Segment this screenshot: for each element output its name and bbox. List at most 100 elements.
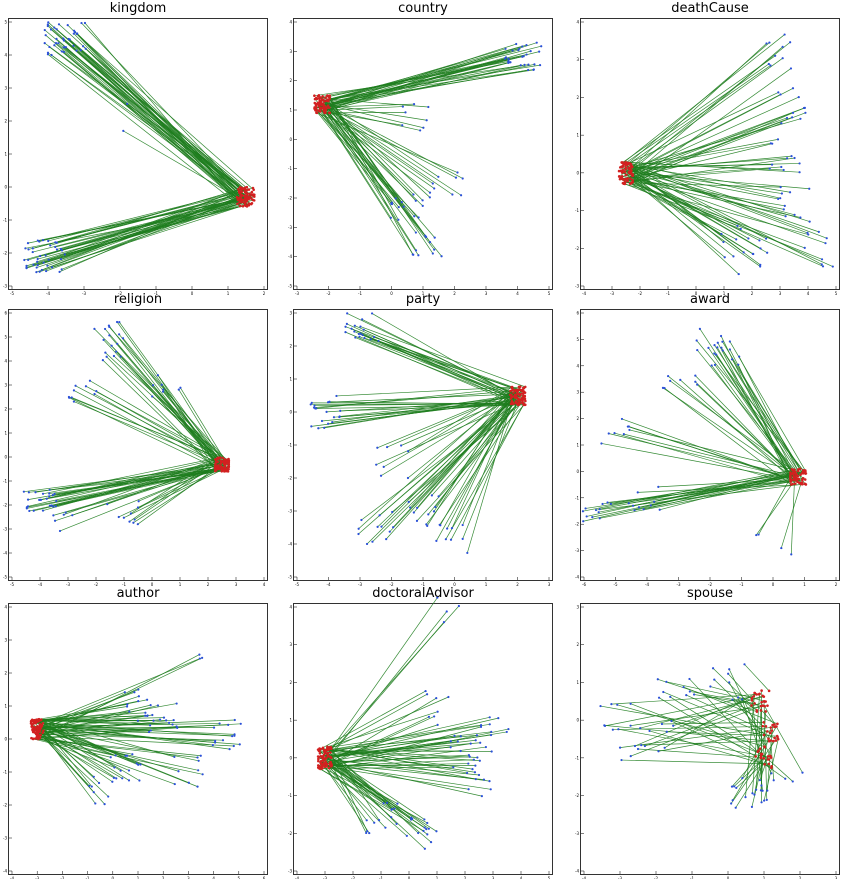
head-point	[225, 458, 229, 462]
head-point	[791, 468, 794, 472]
tail-point	[457, 604, 461, 608]
tail-point	[507, 57, 510, 60]
tail-point	[760, 784, 763, 787]
head-point	[322, 749, 326, 753]
tail-point	[137, 695, 140, 698]
tail-point	[233, 734, 236, 737]
tail-point	[713, 344, 716, 347]
x-tick-label: 3	[485, 291, 488, 296]
link-line	[321, 104, 419, 256]
tail-point	[211, 743, 214, 747]
y-tick-label: -2	[575, 246, 579, 251]
tail-point	[793, 213, 796, 216]
tail-point	[54, 245, 57, 249]
tail-point	[92, 775, 95, 778]
tail-point	[71, 514, 74, 517]
link-line	[120, 356, 229, 470]
tail-point	[388, 530, 391, 533]
tail-point	[50, 266, 54, 269]
y-tick-label: 0	[289, 755, 292, 760]
link-line	[56, 467, 225, 502]
head-point	[238, 191, 241, 194]
x-tick-label: -1	[421, 582, 425, 587]
tail-point	[442, 621, 446, 624]
tail-point	[197, 759, 200, 762]
head-point	[246, 192, 249, 196]
link-line	[39, 725, 100, 784]
tail-point	[34, 491, 37, 494]
tail-point	[379, 474, 383, 477]
tail-point	[199, 754, 202, 757]
tail-point	[798, 162, 801, 165]
tail-point	[606, 501, 609, 504]
tail-point	[331, 421, 334, 424]
tail-point	[475, 734, 479, 737]
y-tick-label: 5	[576, 337, 579, 342]
x-tick-label: -1	[690, 876, 694, 879]
head-point	[802, 470, 806, 474]
link-line	[76, 33, 254, 191]
tail-point	[119, 769, 122, 772]
link-line	[329, 95, 399, 220]
link-line	[600, 705, 765, 736]
tail-point	[52, 505, 55, 508]
tail-point	[737, 696, 740, 699]
head-point	[769, 731, 772, 735]
tail-point	[737, 272, 740, 276]
tail-point	[413, 215, 416, 218]
tail-point	[396, 802, 399, 805]
link-line	[630, 107, 805, 174]
tail-point	[339, 409, 342, 412]
head-point	[755, 708, 759, 712]
head-point	[329, 755, 332, 759]
tail-point	[127, 769, 131, 772]
link-line	[319, 58, 509, 103]
tail-point	[201, 656, 204, 659]
x-tick-label: -2	[327, 291, 331, 296]
tail-point	[198, 657, 201, 660]
tail-point	[171, 723, 174, 726]
tail-point	[474, 739, 477, 742]
head-point	[319, 747, 322, 751]
x-tick-label: -4	[582, 876, 586, 879]
head-point	[762, 721, 765, 724]
tail-point	[730, 358, 734, 361]
head-point	[320, 765, 324, 768]
tail-point	[435, 539, 438, 543]
tail-point	[509, 61, 512, 64]
plot-area: -4 -3 -2 -1 0 1 2 3 4 5 6 -4 -3 -2 -1 0 1 2 3 4	[3, 603, 268, 879]
link-line	[54, 466, 222, 522]
x-tick-label: 1	[803, 582, 806, 587]
tail-point	[66, 23, 69, 27]
tail-point	[406, 476, 410, 480]
tail-point	[165, 719, 168, 722]
link-line	[752, 693, 760, 794]
tail-point	[515, 42, 518, 46]
tail-point	[90, 785, 93, 788]
link-line	[462, 387, 524, 539]
tail-point	[627, 502, 630, 505]
tail-point	[721, 349, 724, 352]
tail-point	[456, 740, 459, 743]
head-point	[218, 467, 221, 470]
tail-point	[110, 344, 113, 347]
link-line	[34, 695, 139, 731]
tail-point	[679, 378, 682, 381]
tail-point	[484, 745, 487, 749]
tail-point	[390, 201, 394, 204]
x-tick-label: 5	[548, 876, 551, 879]
tail-point	[780, 122, 783, 125]
tail-point	[629, 724, 632, 727]
tail-point	[50, 504, 53, 507]
link-line	[696, 384, 792, 475]
head-point	[317, 765, 321, 768]
link-line	[623, 433, 796, 477]
x-tick-label: -5	[295, 582, 299, 587]
head-point	[319, 106, 322, 110]
tail-point	[54, 241, 57, 244]
point-series	[309, 312, 527, 555]
tail-point	[468, 755, 471, 758]
head-point	[773, 725, 776, 729]
tail-point	[758, 239, 761, 242]
x-tick-label: 1	[485, 582, 488, 587]
